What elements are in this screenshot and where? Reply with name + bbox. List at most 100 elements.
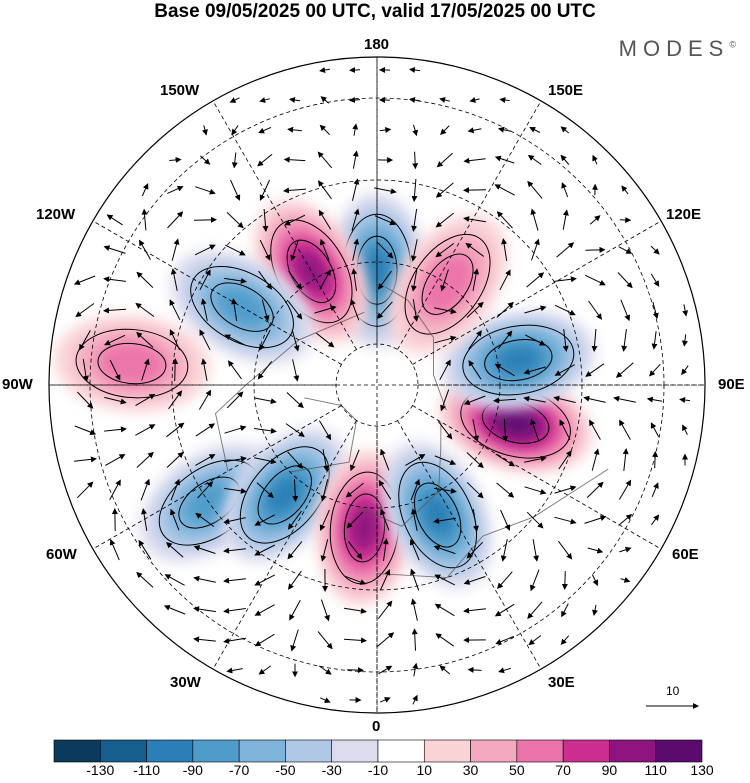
wind-vector [472,509,479,532]
wind-vector [105,454,126,466]
wind-vector [622,448,629,471]
wind-vector [283,156,306,163]
wind-vector [651,331,658,350]
meridian-line [412,220,662,365]
wind-vector [350,298,360,321]
wind-vector [200,155,211,165]
wind-vector [618,246,633,254]
wind-vector [352,178,360,201]
wind-vector [649,363,661,377]
brand-name: MODES [618,36,730,61]
wind-vector [136,451,154,468]
wind-vector [104,334,126,346]
wind-vector [288,570,302,590]
lon-label-30w: 30W [170,674,201,691]
wind-vector [227,360,242,380]
wind-vector [73,275,96,285]
colorbar-tick-label: 130 [690,762,714,778]
wind-vector [319,238,330,261]
wind-vector [141,183,149,197]
wind-vector [135,424,156,436]
wind-vector [528,635,542,646]
colorbar-swatch [423,739,471,763]
wind-vector [585,363,605,377]
wind-vector [256,482,274,499]
wind-vector [592,574,598,586]
wind-vector [223,547,246,554]
colorbar-tick-label: 10 [416,762,433,778]
wind-vector [469,97,480,103]
wind-vector [77,391,94,409]
wind-vector [439,359,451,380]
colorbar-swatch [609,739,657,763]
wind-vector [288,270,302,290]
wind-vector [380,569,391,591]
wind-vector [494,184,515,196]
wind-vector [619,546,632,553]
colorbar-swatch [192,739,240,763]
wind-vector [318,209,332,230]
vector-field [73,67,690,705]
wind-vector [586,481,604,498]
wind-vector [200,298,208,321]
wind-vector [556,242,575,258]
wind-vector [525,334,546,346]
wind-vector [468,330,482,350]
wind-vector [376,632,395,648]
wind-vector [376,301,393,319]
wind-vector [501,238,508,261]
wind-vector [287,510,302,530]
wind-vector [526,511,544,529]
wind-vector [226,212,244,229]
wind-vector [254,544,276,556]
wind-vector [682,424,688,435]
wind-vector [292,478,299,502]
wind-vector [193,606,216,613]
wind-vector [592,154,598,165]
wind-vector [193,216,217,223]
wind-vector [319,269,331,290]
wind-vector [588,300,602,320]
meridian-line [397,100,542,350]
colorbar-tick-label: -130 [86,762,115,778]
wind-vector [223,637,246,644]
wind-vector [258,665,271,675]
wind-vector [319,697,331,703]
wind-vector [166,451,184,468]
lon-label-60w: 60W [46,546,77,563]
wind-vector [562,329,569,352]
wind-vector [412,124,418,137]
wind-vector [435,182,454,198]
meridian-line [92,405,342,550]
lon-label-120e: 120E [666,206,702,223]
wind-vector [523,395,546,403]
wind-vector [349,97,361,103]
wind-vector [287,541,303,560]
wind-vector [652,450,659,469]
wind-vector [559,419,571,441]
wind-vector [440,389,450,412]
wind-vector [561,182,569,198]
wind-vector [319,67,330,73]
wind-vector [195,454,216,466]
wind-vector [199,329,211,351]
wind-vector [681,334,688,347]
wind-vector [463,157,486,164]
lon-label-90w: 90W [2,376,33,393]
wind-vector [620,577,631,583]
colorbar-swatch [516,739,564,763]
wind-vector [141,208,148,231]
wind-vector [561,603,569,618]
wind-vector [463,187,487,194]
wind-vector [437,420,453,440]
wind-vector [494,363,515,377]
wind-vector [434,574,456,586]
lon-label-150w: 150W [160,82,200,99]
wind-vector [254,633,275,647]
wind-vector [230,179,241,201]
wind-vector [679,397,690,403]
anomaly-center [54,315,210,412]
wind-vector [259,179,271,201]
wind-vector [352,238,360,261]
